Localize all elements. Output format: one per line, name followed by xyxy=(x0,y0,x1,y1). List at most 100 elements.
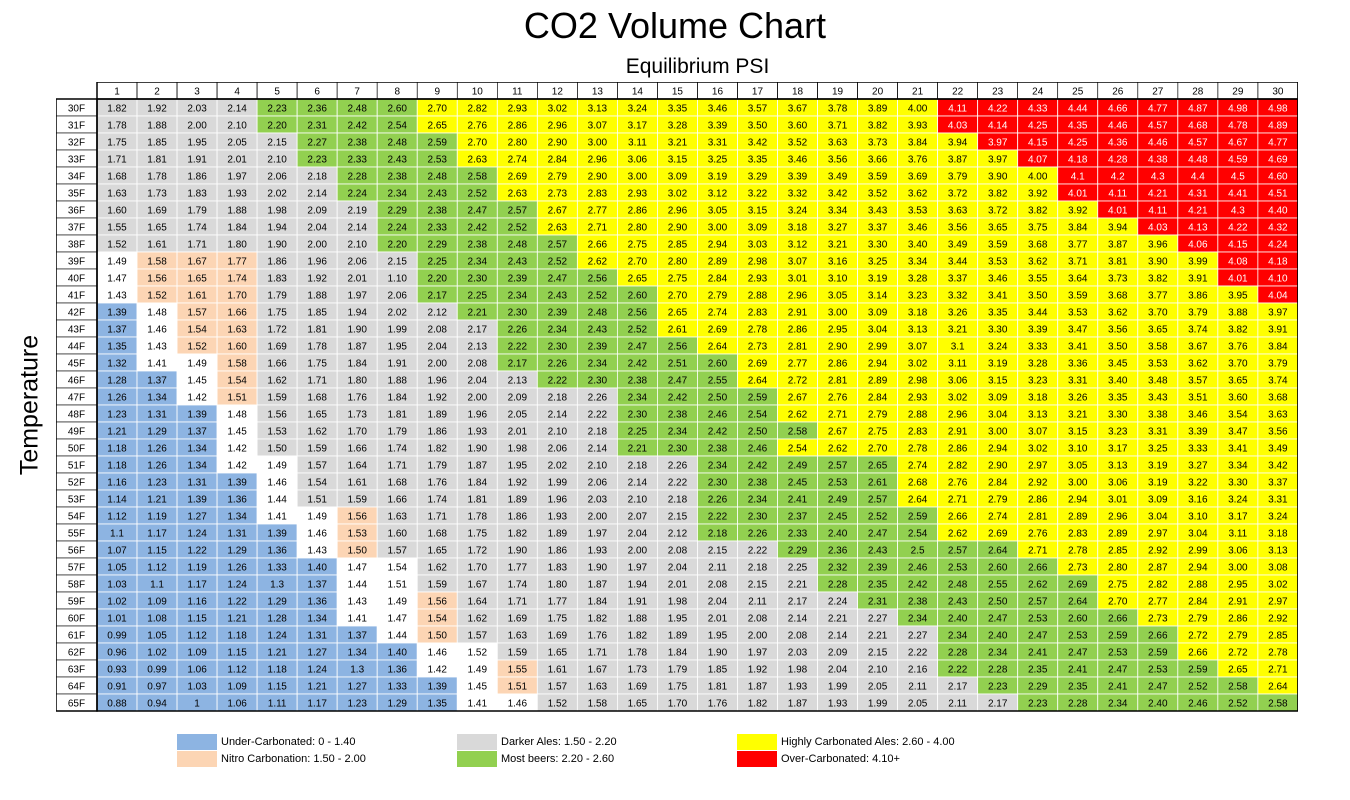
data-value: 2.26 xyxy=(748,529,768,540)
data-value: 1.09 xyxy=(187,648,207,659)
data-value: 1.29 xyxy=(227,546,247,557)
data-value: 1.93 xyxy=(588,546,608,557)
data-value: 2.92 xyxy=(1148,546,1168,557)
data-value: 1.84 xyxy=(347,359,367,370)
data-value: 3.04 xyxy=(988,410,1008,421)
data-value: 1.59 xyxy=(307,444,327,455)
data-value: 3.76 xyxy=(1228,342,1248,353)
data-value: 1.73 xyxy=(628,665,648,676)
data-value: 1.73 xyxy=(147,189,167,200)
data-value: 1.28 xyxy=(267,614,287,625)
data-value: 1.59 xyxy=(428,580,448,591)
data-value: 2.00 xyxy=(588,512,608,523)
data-value: 4.03 xyxy=(1148,223,1168,234)
data-value: 4.18 xyxy=(1268,257,1288,268)
data-value: 2.46 xyxy=(908,563,928,574)
data-value: 2.34 xyxy=(748,495,768,506)
data-value: 1.03 xyxy=(187,682,207,693)
data-value: 3.62 xyxy=(908,189,928,200)
data-value: 2.76 xyxy=(828,393,848,404)
data-value: 2.56 xyxy=(668,342,688,353)
data-value: 3.24 xyxy=(988,342,1008,353)
data-value: 2.53 xyxy=(428,155,448,166)
legend-label: Under-Carbonated: 0 - 1.40 xyxy=(221,736,356,748)
data-value: 2.84 xyxy=(868,393,888,404)
data-value: 1.27 xyxy=(307,648,327,659)
data-value: 3.28 xyxy=(668,121,688,132)
data-value: 2.74 xyxy=(988,512,1008,523)
data-value: 2.20 xyxy=(387,240,407,251)
data-value: 1.54 xyxy=(307,478,327,489)
data-value: 2.25 xyxy=(468,291,488,302)
legend-label: Nitro Carbonation: 1.50 - 2.00 xyxy=(221,753,366,765)
data-value: 2.21 xyxy=(628,444,648,455)
data-value: 1.71 xyxy=(187,240,207,251)
data-value: 4.40 xyxy=(1268,206,1288,217)
data-value: 1.97 xyxy=(748,648,768,659)
data-value: 2.84 xyxy=(708,274,728,285)
data-value: 1.86 xyxy=(508,512,528,523)
data-value: 3.50 xyxy=(1108,342,1128,353)
data-value: 1.01 xyxy=(107,614,127,625)
data-value: 3.92 xyxy=(1028,189,1048,200)
data-value: 1.1 xyxy=(110,529,124,540)
data-value: 2.10 xyxy=(227,121,247,132)
data-value: 2.08 xyxy=(788,631,808,642)
data-value: 3.23 xyxy=(1108,427,1128,438)
psi-header-label: 9 xyxy=(434,87,440,98)
data-value: 2.57 xyxy=(948,546,968,557)
temperature-label: 64F xyxy=(68,682,85,693)
data-value: 3.96 xyxy=(1148,240,1168,251)
data-value: 2.50 xyxy=(988,597,1008,608)
psi-header-label: 16 xyxy=(712,87,724,98)
data-value: 3.39 xyxy=(788,172,808,183)
data-value: 3.72 xyxy=(988,206,1008,217)
data-value: 3.00 xyxy=(828,308,848,319)
data-value: 1.42 xyxy=(227,444,247,455)
data-value: 1.51 xyxy=(227,393,247,404)
data-value: 1.21 xyxy=(147,495,167,506)
data-value: 2.68 xyxy=(908,478,928,489)
data-value: 3.82 xyxy=(868,121,888,132)
data-value: 3.70 xyxy=(1228,359,1248,370)
data-value: 3.02 xyxy=(948,393,968,404)
data-value: 3.30 xyxy=(868,240,888,251)
data-value: 2.53 xyxy=(1148,665,1168,676)
data-value: 2.09 xyxy=(508,393,528,404)
data-value: 2.17 xyxy=(988,699,1008,710)
data-value: 1.72 xyxy=(267,325,287,336)
data-value: 2.96 xyxy=(788,291,808,302)
data-value: 3.19 xyxy=(988,359,1008,370)
data-value: 2.52 xyxy=(588,291,608,302)
data-value: 2.52 xyxy=(1228,699,1248,710)
data-value: 2.47 xyxy=(628,342,648,353)
psi-header-label: 21 xyxy=(912,87,924,98)
data-value: 4.15 xyxy=(1228,240,1248,251)
data-value: 1.82 xyxy=(107,104,127,115)
data-value: 3.28 xyxy=(908,274,928,285)
data-value: 3.23 xyxy=(1028,376,1048,387)
temperature-label: 40F xyxy=(68,274,85,285)
data-value: 3.18 xyxy=(1268,529,1288,540)
data-value: 1.78 xyxy=(628,648,648,659)
data-value: 2.64 xyxy=(988,546,1008,557)
data-value: 2.90 xyxy=(548,138,568,149)
data-value: 2.62 xyxy=(828,444,848,455)
data-value: 3.42 xyxy=(748,138,768,149)
data-value: 1.92 xyxy=(748,665,768,676)
data-value: 3.47 xyxy=(1068,325,1088,336)
data-value: 3.12 xyxy=(788,240,808,251)
data-value: 2.03 xyxy=(187,104,207,115)
data-value: 1.93 xyxy=(227,189,247,200)
data-value: 4.2 xyxy=(1111,172,1125,183)
data-value: 3.18 xyxy=(908,308,928,319)
data-value: 2.74 xyxy=(908,461,928,472)
data-value: 2.06 xyxy=(588,478,608,489)
data-value: 2.14 xyxy=(788,614,808,625)
data-value: 2.40 xyxy=(1148,699,1168,710)
data-value: 2.10 xyxy=(628,495,648,506)
data-value: 1.42 xyxy=(187,393,207,404)
data-value: 2.11 xyxy=(948,699,967,710)
data-value: 1.65 xyxy=(187,274,207,285)
data-value: 2.61 xyxy=(668,325,688,336)
